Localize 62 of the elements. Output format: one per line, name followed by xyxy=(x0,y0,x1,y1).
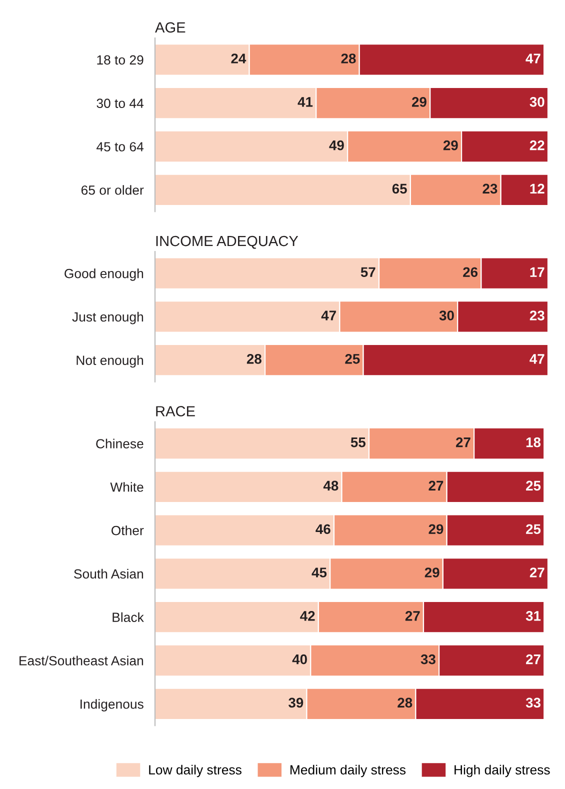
data-label: 29 xyxy=(412,96,426,107)
chart-title: RACE xyxy=(156,406,195,416)
data-label: 22 xyxy=(530,140,544,150)
data-label: 26 xyxy=(463,267,478,278)
data-label: 41 xyxy=(298,97,313,107)
data-label: 40 xyxy=(292,654,307,664)
data-label: 47 xyxy=(526,54,540,64)
data-label: 33 xyxy=(420,654,436,664)
data-label: 25 xyxy=(345,354,360,364)
data-label: 27 xyxy=(428,480,444,490)
data-label: 46 xyxy=(316,524,330,534)
data-label: 57 xyxy=(360,267,376,278)
data-label: 12 xyxy=(530,184,544,194)
legend-label: Medium daily stress xyxy=(290,764,406,778)
data-label: 27 xyxy=(530,568,544,578)
data-label: 23 xyxy=(482,184,498,194)
y-tick-label: Just enough xyxy=(72,312,144,324)
data-label: 18 xyxy=(526,437,541,448)
y-tick-label: 65 or older xyxy=(81,185,144,195)
data-label: 27 xyxy=(456,437,470,448)
data-label: 65 xyxy=(392,184,407,194)
data-label: 48 xyxy=(323,480,338,491)
data-label: 39 xyxy=(288,698,304,708)
data-label: 24 xyxy=(231,54,246,64)
data-label: 25 xyxy=(526,524,541,534)
chart-title: INCOME ADEQUACY xyxy=(156,236,298,249)
y-tick-label: Good enough xyxy=(64,268,144,281)
data-label: 45 xyxy=(312,568,327,578)
data-label: 23 xyxy=(530,310,544,320)
data-label: 29 xyxy=(428,524,444,534)
data-label: 27 xyxy=(405,610,420,621)
legend-label: High daily stress xyxy=(454,764,550,778)
data-label: 31 xyxy=(526,610,541,621)
data-label: 25 xyxy=(526,480,541,491)
data-label: 27 xyxy=(526,654,540,664)
data-label: 33 xyxy=(526,698,540,708)
data-label: 28 xyxy=(398,698,412,708)
data-label: 42 xyxy=(300,610,315,621)
y-tick-label: 30 to 44 xyxy=(96,98,144,108)
y-tick-label: 18 to 29 xyxy=(97,55,144,65)
data-label: 47 xyxy=(321,310,336,320)
data-label: 49 xyxy=(329,140,344,150)
y-tick-label: Not enough xyxy=(76,355,144,368)
data-label: 29 xyxy=(424,568,440,578)
y-tick-label: South Asian xyxy=(74,568,144,579)
y-tick-label: 45 to 64 xyxy=(96,142,144,152)
y-tick-label: Other xyxy=(112,526,144,536)
y-tick-label: East/Southeast Asian xyxy=(20,656,144,666)
y-tick-label: White xyxy=(110,482,144,492)
data-label: 30 xyxy=(530,96,544,107)
data-label: 17 xyxy=(530,267,544,277)
data-label: 47 xyxy=(530,354,544,364)
y-tick-label: Indigenous xyxy=(80,699,144,712)
chart-title: AGE xyxy=(155,22,186,33)
data-label: 28 xyxy=(246,354,262,364)
legend-label: Low daily stress xyxy=(149,764,242,778)
data-label: 29 xyxy=(443,140,458,150)
y-tick-label: Black xyxy=(112,612,144,622)
data-label: 55 xyxy=(350,438,366,448)
data-label: 28 xyxy=(341,54,356,64)
data-label: 30 xyxy=(439,310,454,320)
y-tick-label: Chinese xyxy=(96,438,144,448)
